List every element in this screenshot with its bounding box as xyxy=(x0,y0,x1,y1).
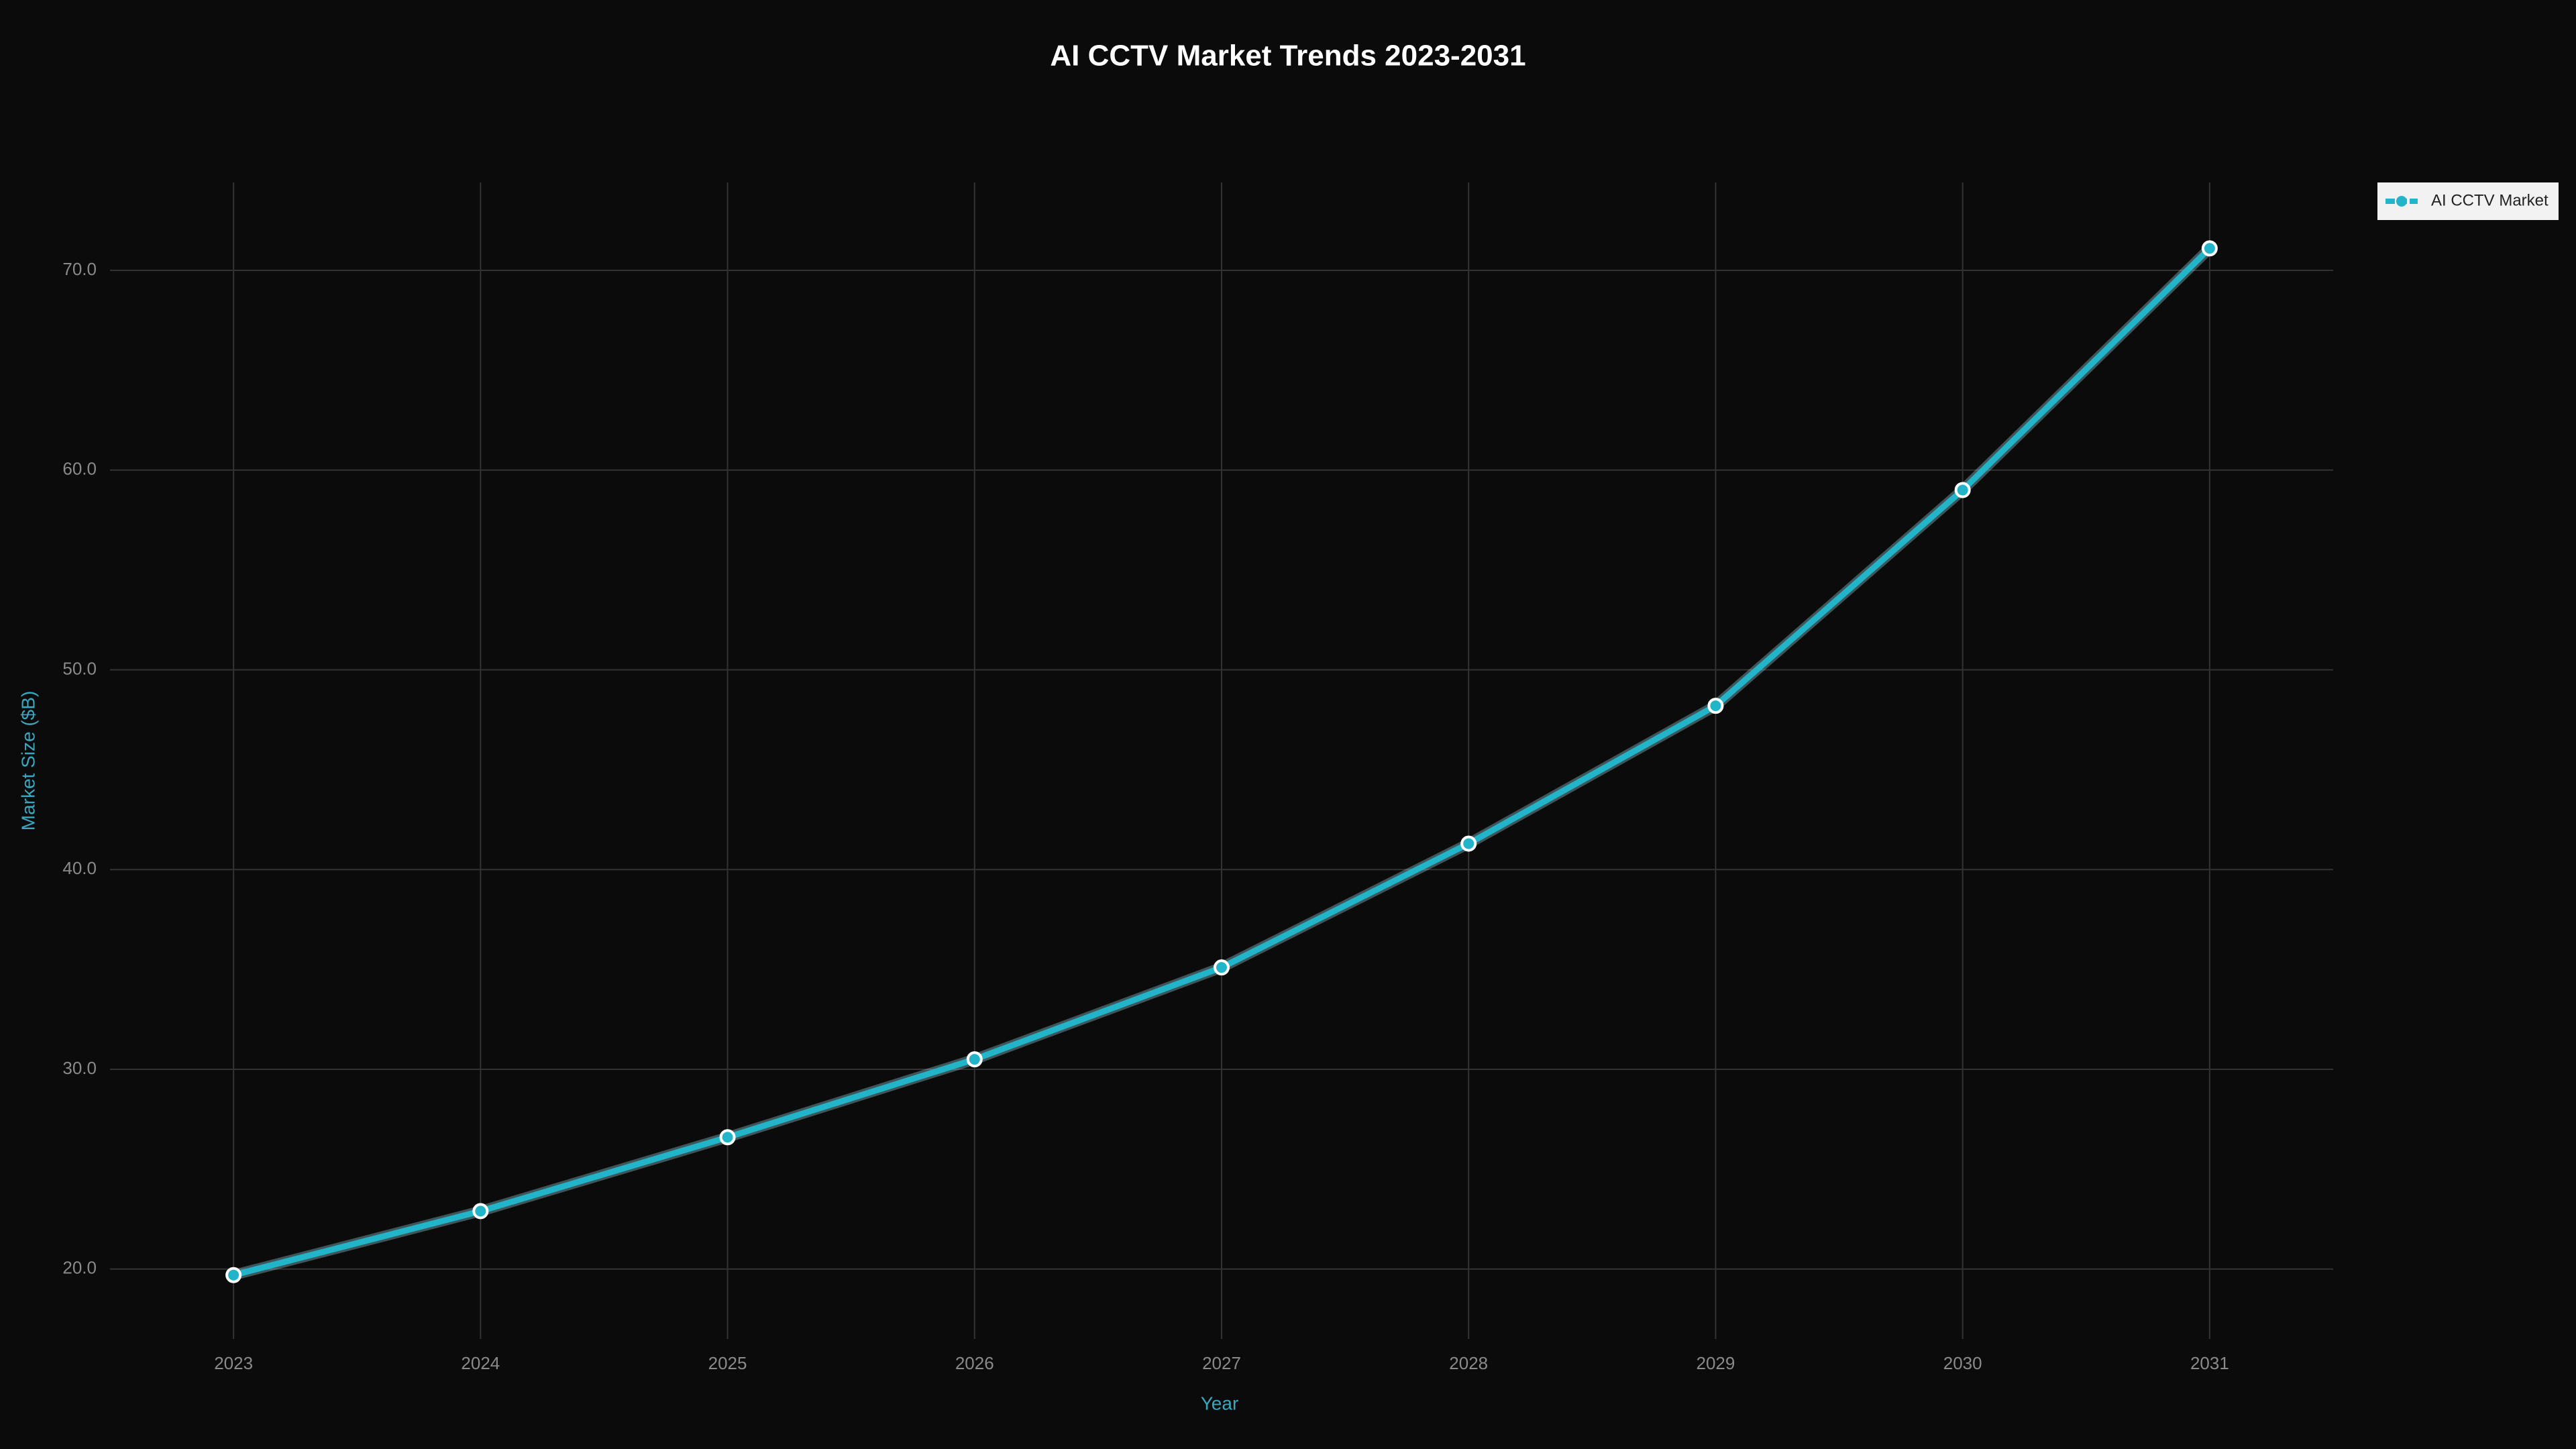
x-tick-label: 2029 xyxy=(1697,1353,1735,1373)
marker xyxy=(1707,698,1724,714)
x-tick-label: 2024 xyxy=(461,1353,500,1373)
marker xyxy=(719,1129,736,1146)
legend: AI CCTV Market xyxy=(2377,182,2559,220)
y-tick-label: 20.0 xyxy=(62,1258,97,1278)
marker xyxy=(1460,835,1477,852)
x-tick-label: 2031 xyxy=(2190,1353,2229,1373)
x-tick-label: 2030 xyxy=(1943,1353,1982,1373)
legend-box xyxy=(2377,182,2559,220)
y-tick-label: 50.0 xyxy=(62,658,97,678)
marker xyxy=(1214,959,1230,976)
x-tick-label: 2028 xyxy=(1449,1353,1488,1373)
x-tick-label: 2026 xyxy=(955,1353,994,1373)
marker xyxy=(2201,240,2218,257)
marker xyxy=(225,1267,242,1283)
x-tick-label: 2025 xyxy=(708,1353,747,1373)
y-tick-label: 60.0 xyxy=(62,459,97,479)
x-axis-label: Year xyxy=(1201,1393,1239,1413)
marker xyxy=(472,1203,489,1220)
y-tick-label: 40.0 xyxy=(62,858,97,878)
y-tick-label: 70.0 xyxy=(62,259,97,279)
marker xyxy=(1954,482,1971,498)
marker xyxy=(966,1051,983,1068)
y-axis-label: Market Size ($B) xyxy=(17,691,38,831)
legend-label: AI CCTV Market xyxy=(2431,191,2548,209)
x-tick-label: 2027 xyxy=(1202,1353,1241,1373)
x-tick-label: 2023 xyxy=(214,1353,253,1373)
legend-marker xyxy=(2396,196,2407,207)
chart-title: AI CCTV Market Trends 2023-2031 xyxy=(1050,40,1525,72)
y-tick-label: 30.0 xyxy=(62,1058,97,1078)
